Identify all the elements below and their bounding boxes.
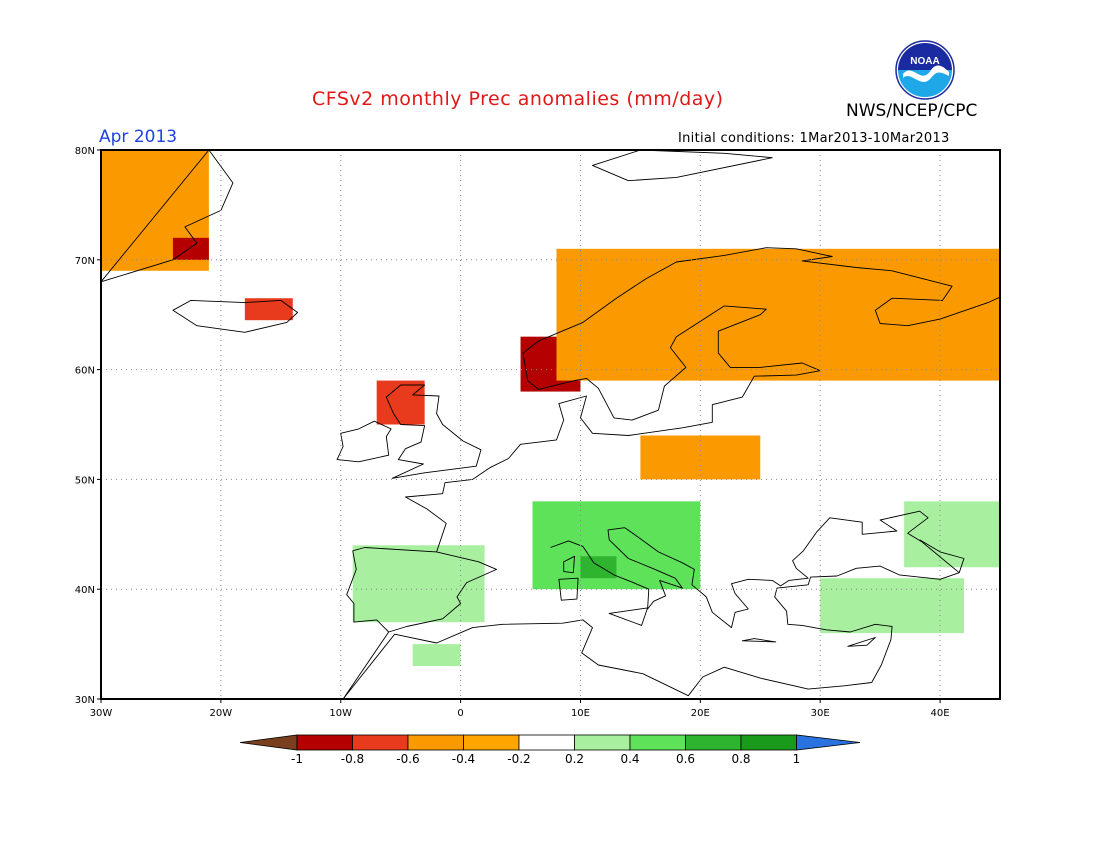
anomaly-region	[352, 545, 485, 623]
noaa-logo-icon: NOAA	[895, 40, 955, 100]
lat-tick-label: 60N	[75, 366, 95, 377]
lat-tick-label: 70N	[75, 256, 95, 267]
island-coastline	[336, 420, 392, 463]
colorbar-swatch	[574, 734, 631, 751]
colorbar-label: 1	[793, 752, 801, 766]
colorbar-swatch	[296, 734, 353, 751]
lon-tick-label: 30W	[90, 708, 113, 719]
lon-tick-label: 10W	[329, 708, 352, 719]
axis-ticks: 80N 70N 60N 50N 40N 30N 30W 20W 10W 0 10E 20E 30E 40E	[75, 146, 950, 719]
map-title: CFSv2 monthly Prec anomalies (mm/day)	[312, 88, 724, 110]
anomaly-region	[244, 298, 293, 321]
colorbar-low-extend	[239, 734, 298, 751]
colorbar-swatch	[629, 734, 686, 751]
colorbar-label: 0.4	[620, 752, 639, 766]
island-coastline	[558, 577, 579, 601]
anomaly-region	[412, 644, 461, 667]
colorbar-label: -0.8	[341, 752, 364, 766]
coastline	[624, 510, 960, 683]
anomaly-region	[640, 435, 761, 480]
coastlines	[100, 149, 1001, 700]
colorbar-swatch	[685, 734, 742, 751]
colorbar-swatch	[407, 734, 464, 751]
lat-tick-label: 30N	[75, 695, 95, 706]
lon-tick-label: 30E	[811, 708, 830, 719]
island-coastline	[847, 637, 876, 647]
anomaly-region	[376, 380, 425, 425]
island-coastline	[741, 638, 777, 643]
colorbar-label: 0.6	[676, 752, 695, 766]
colorbar-swatch	[740, 734, 797, 751]
coastline	[342, 619, 872, 700]
logo-text: NOAA	[910, 56, 939, 67]
anomaly-region	[556, 248, 1000, 381]
lon-tick-label: 0	[457, 708, 463, 719]
island-coastline	[592, 149, 773, 182]
colorbar-label: 0.8	[731, 752, 750, 766]
colorbar: -1 -0.8 -0.6 -0.4 -0.2 0.2 0.4 0.6 0.8 1	[239, 734, 861, 766]
island-coastline	[608, 607, 649, 626]
colorbar-swatch	[518, 734, 575, 751]
lon-tick-label: 20E	[691, 708, 710, 719]
island-coastline	[385, 384, 482, 479]
lon-tick-label: 20W	[210, 708, 233, 719]
anomaly-region	[580, 556, 617, 579]
coastline	[405, 305, 821, 553]
colorbar-swatch	[352, 734, 409, 751]
colorbar-label: -1	[291, 752, 303, 766]
lat-tick-label: 40N	[75, 585, 95, 596]
colorbar-swatch	[463, 734, 520, 751]
coastline	[346, 547, 498, 633]
lat-tick-label: 50N	[75, 475, 95, 486]
map-frame	[100, 149, 1001, 700]
lat-tick-label: 80N	[75, 146, 95, 157]
lon-tick-label: 40E	[931, 708, 950, 719]
colorbar-label: -0.4	[452, 752, 475, 766]
initial-conditions: Initial conditions: 1Mar2013-10Mar2013	[678, 131, 950, 146]
anomaly-region	[820, 578, 965, 634]
anomaly-region	[904, 501, 1000, 568]
lon-tick-label: 10E	[571, 708, 590, 719]
coastline	[550, 527, 683, 610]
agency-label: NWS/NCEP/CPC	[846, 101, 978, 121]
anomaly-cells	[101, 150, 1000, 667]
island-coastline	[100, 149, 234, 283]
coastline	[522, 247, 1001, 421]
forecast-month: Apr 2013	[99, 127, 178, 147]
coastline	[919, 539, 965, 573]
colorbar-high-extend	[796, 734, 861, 751]
colorbar-label: 0.2	[565, 752, 584, 766]
colorbar-label: -0.2	[507, 752, 530, 766]
island-coastline	[172, 299, 299, 333]
anomaly-region	[172, 237, 209, 260]
colorbar-label: -0.6	[396, 752, 419, 766]
island-coastline	[563, 555, 575, 574]
